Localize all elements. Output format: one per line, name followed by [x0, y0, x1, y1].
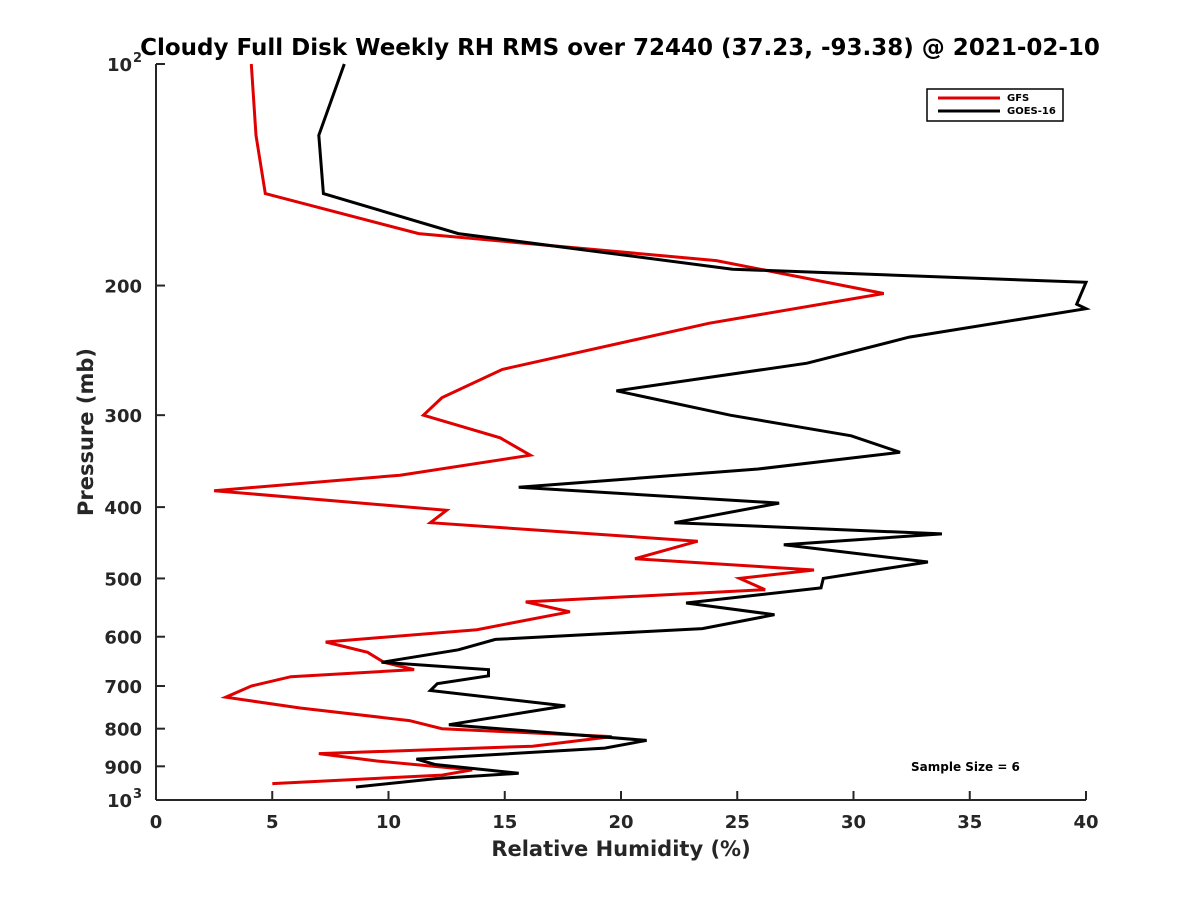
legend-box: [926, 88, 1064, 122]
legend: GFS GOES-16: [926, 88, 1064, 122]
y-tick-label: 300: [104, 406, 142, 427]
y-tick-label: 900: [104, 757, 142, 778]
plot-area: [155, 64, 1086, 801]
y-tick-label: 600: [104, 628, 142, 649]
x-tick-label: 5: [266, 812, 279, 833]
x-tick-label: 20: [608, 812, 633, 833]
series-line-goes-16: [317, 63, 1091, 789]
x-tick-label: 40: [1073, 812, 1098, 833]
y-axis-label: Pressure (mb): [74, 348, 98, 516]
series-layer: [213, 63, 1091, 789]
series-line-gfs: [213, 63, 884, 786]
x-tick-label: 35: [957, 812, 982, 833]
x-tick-label: 25: [725, 812, 750, 833]
y-tick-label: 500: [104, 569, 142, 590]
legend-label-goes16: GOES-16: [1007, 106, 1056, 117]
y-tick-label: 103: [107, 787, 142, 812]
sample-size-annotation: Sample Size = 6: [911, 760, 1020, 774]
y-tick-label: 102: [107, 51, 142, 76]
x-axis-ticks: 0 5 10 15 20 25 30 35 40: [150, 791, 1099, 833]
chart-title: Cloudy Full Disk Weekly RH RMS over 7244…: [140, 35, 1100, 61]
y-tick-label: 800: [104, 720, 142, 741]
x-tick-label: 10: [376, 812, 401, 833]
x-axis-label: Relative Humidity (%): [491, 837, 750, 861]
x-tick-label: 15: [492, 812, 517, 833]
y-tick-label: 400: [104, 498, 142, 519]
x-tick-label: 0: [150, 812, 163, 833]
y-tick-label: 700: [104, 677, 142, 698]
y-tick-label: 200: [104, 277, 142, 298]
legend-label-gfs: GFS: [1007, 93, 1029, 104]
y-axis-ticks: 102 200 300 400 500 600 700 800 900 103: [104, 51, 165, 812]
x-tick-label: 30: [841, 812, 866, 833]
